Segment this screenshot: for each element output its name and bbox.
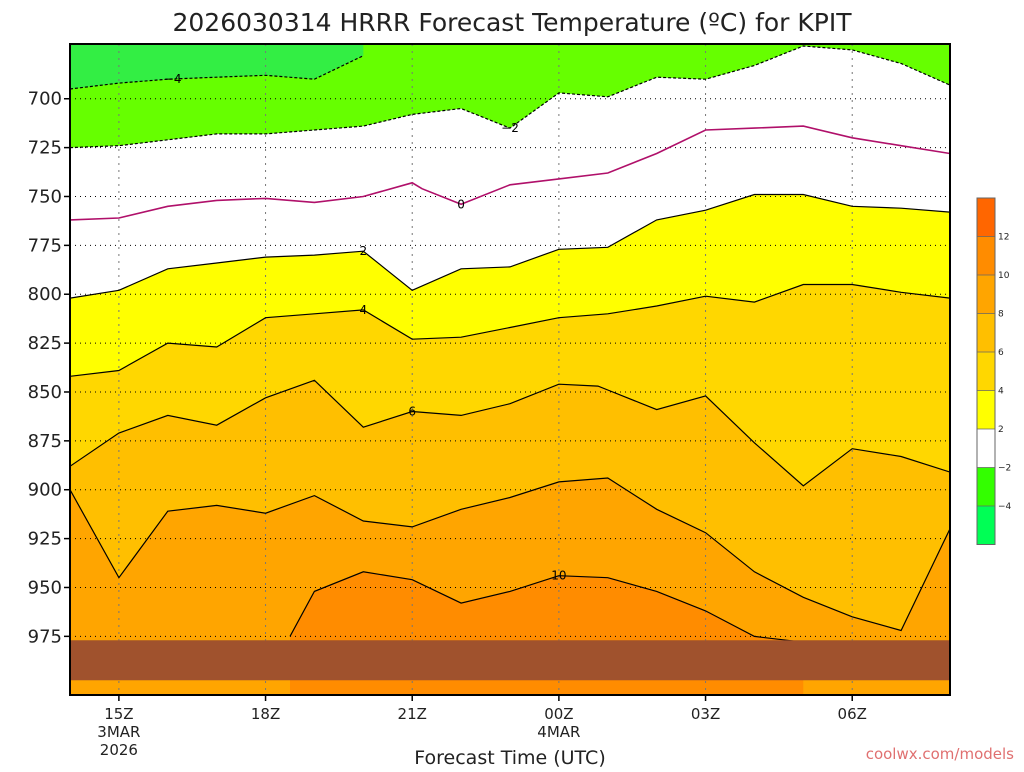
y-axis: 700 725 750 775 800 825 850 875 900 925 950 975 xyxy=(28,89,70,647)
x-tick-label: 15Z xyxy=(104,705,133,723)
x-tick-label: 00Z xyxy=(544,705,573,723)
contour-label: 10 xyxy=(551,569,566,583)
chart-title: 2026030314 HRRR Forecast Temperature (ºC… xyxy=(172,8,852,37)
contour-label: 6 xyxy=(408,405,416,419)
x-tick-label: 18Z xyxy=(251,705,280,723)
colorbar-swatch xyxy=(977,313,995,352)
x-axis-label: Forecast Time (UTC) xyxy=(414,747,605,768)
colorbar-label: 10 xyxy=(998,271,1010,281)
contour-label: −4 xyxy=(164,72,182,86)
contour-labels: −4 −2 0 2 4 6 10 xyxy=(164,72,567,583)
x-tick-label: 06Z xyxy=(838,705,867,723)
isotherm-layer xyxy=(70,45,950,643)
colorbar-swatch xyxy=(977,275,995,314)
contour-label: 4 xyxy=(360,303,368,317)
x-tick-year: 2026 xyxy=(100,741,138,759)
isotherm-line xyxy=(70,45,950,149)
y-tick-label: 975 xyxy=(28,626,62,647)
contour-label: 2 xyxy=(360,244,368,258)
isotherm-line xyxy=(70,55,364,90)
y-tick-label: 775 xyxy=(28,235,62,256)
colorbar-swatch xyxy=(977,467,995,506)
contour-label: −2 xyxy=(501,121,519,135)
y-tick-label: 925 xyxy=(28,529,62,550)
grid-layer xyxy=(70,44,950,695)
isotherm-line xyxy=(70,193,950,299)
colorbar-label: −4 xyxy=(998,502,1012,512)
colorbar-swatch xyxy=(977,390,995,429)
plot-area xyxy=(70,44,950,695)
y-tick-label: 825 xyxy=(28,333,62,354)
y-tick-label: 750 xyxy=(28,186,62,207)
site-credit: coolwx.com/models xyxy=(866,745,1014,763)
y-tick-label: 900 xyxy=(28,480,62,501)
x-tick-label: 03Z xyxy=(691,705,720,723)
colorbar-label: 8 xyxy=(998,310,1004,320)
colorbar-swatch xyxy=(977,352,995,391)
isotherm-line xyxy=(70,125,950,221)
y-tick-label: 950 xyxy=(28,577,62,598)
colorbar-frame xyxy=(976,197,996,545)
colorbar-swatch xyxy=(977,429,995,468)
isotherm-line xyxy=(289,571,804,643)
plot-frame xyxy=(69,43,951,696)
isotherm-line xyxy=(70,379,950,487)
contour-label: 0 xyxy=(457,197,465,211)
colorbar: 12 10 8 6 4 2 −2 −4 xyxy=(976,197,1012,545)
x-tick-date: 3MAR xyxy=(97,723,140,741)
colorbar-label: 4 xyxy=(998,387,1004,397)
x-tick-date: 4MAR xyxy=(537,723,580,741)
colorbar-label: −2 xyxy=(998,464,1011,474)
fill-band xyxy=(70,44,364,89)
y-tick-label: 850 xyxy=(28,382,62,403)
y-tick-label: 700 xyxy=(28,89,62,110)
colorbar-swatch xyxy=(977,198,995,237)
colorbar-swatch xyxy=(977,236,995,275)
isotherm-line xyxy=(70,477,950,632)
colorbar-label: 6 xyxy=(998,348,1004,358)
y-tick-label: 725 xyxy=(28,138,62,159)
isotherm-line xyxy=(70,283,950,377)
colorbar-swatch xyxy=(977,506,995,545)
colorbar-label: 2 xyxy=(998,425,1004,435)
ground-surface xyxy=(70,640,950,681)
y-tick-label: 875 xyxy=(28,431,62,452)
x-tick-label: 21Z xyxy=(398,705,427,723)
y-tick-label: 800 xyxy=(28,284,62,305)
colorbar-label: 12 xyxy=(998,233,1009,243)
fill-layer xyxy=(70,44,950,695)
